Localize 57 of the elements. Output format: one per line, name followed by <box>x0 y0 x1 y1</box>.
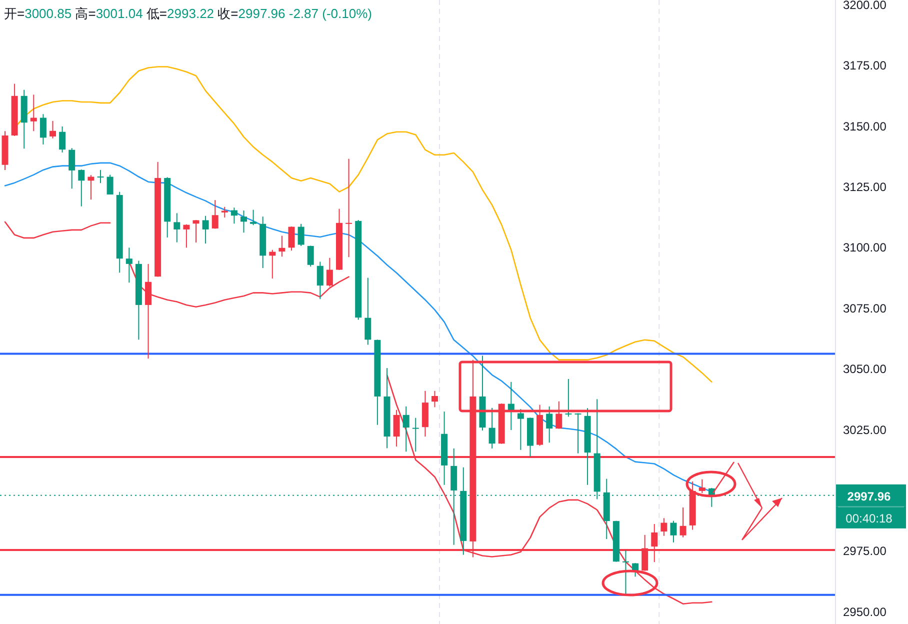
candlestick <box>565 378 572 418</box>
candlestick <box>183 224 190 248</box>
y-tick-label: 3125.00 <box>843 180 887 194</box>
candlestick <box>346 158 352 258</box>
chart-title: 开=3000.85 高=3001.04 低=2993.22 收=2997.96 -2.87 (-0.10%) <box>4 6 372 21</box>
candlestick <box>412 417 419 452</box>
candlestick <box>88 174 94 200</box>
candlestick <box>269 249 276 279</box>
y-tick-label: 3050.00 <box>843 362 887 376</box>
candlestick <box>126 247 132 284</box>
candlestick <box>59 126 66 153</box>
y-tick-label: 3150.00 <box>843 119 887 134</box>
candlestick <box>30 94 37 132</box>
candlestick <box>106 174 114 195</box>
candlestick <box>50 120 56 139</box>
y-tick-label: 3025.00 <box>843 422 887 437</box>
candlestick <box>174 212 180 243</box>
y-tick-label: 2975.00 <box>843 544 887 558</box>
candlestick <box>517 408 524 450</box>
candlestick <box>574 412 582 454</box>
candlestick <box>212 200 218 230</box>
candlestick <box>288 226 295 252</box>
candlestick <box>316 261 324 300</box>
ref-line-label: 2997.96 <box>847 489 892 504</box>
candlestick <box>402 406 410 452</box>
candlestick <box>40 114 46 145</box>
candlestick <box>307 245 314 268</box>
candlestick <box>670 520 677 543</box>
candlestick <box>78 168 85 207</box>
candlestick <box>97 169 104 184</box>
candlestick <box>278 235 286 258</box>
candlestick <box>632 562 639 578</box>
candlestick <box>230 207 238 224</box>
candlestick <box>431 390 438 408</box>
y-tick-label: 3100.00 <box>843 240 887 255</box>
candlestick <box>326 257 333 288</box>
y-tick-label: 2950.00 <box>843 604 887 619</box>
candlestick <box>698 478 706 494</box>
candlestick <box>298 223 304 246</box>
candlestick <box>488 407 496 449</box>
candlestick <box>68 148 76 190</box>
candlestick <box>556 400 562 430</box>
candlestick <box>364 277 372 346</box>
candlestick <box>680 506 686 538</box>
candlestick <box>660 518 668 536</box>
text: 00:40:18 <box>846 511 893 526</box>
candlestick <box>546 406 553 444</box>
y-tick-label: 3175.00 <box>843 58 887 73</box>
candlestick <box>393 409 400 448</box>
candlestick <box>145 263 152 360</box>
candlestick <box>202 215 209 244</box>
candlestick <box>240 210 247 234</box>
y-tick-label: 3075.00 <box>843 301 887 316</box>
candlestick <box>622 550 629 596</box>
candlestick <box>192 219 200 244</box>
y-tick-label: 3200.00 <box>843 0 887 12</box>
candlestick <box>250 209 257 226</box>
